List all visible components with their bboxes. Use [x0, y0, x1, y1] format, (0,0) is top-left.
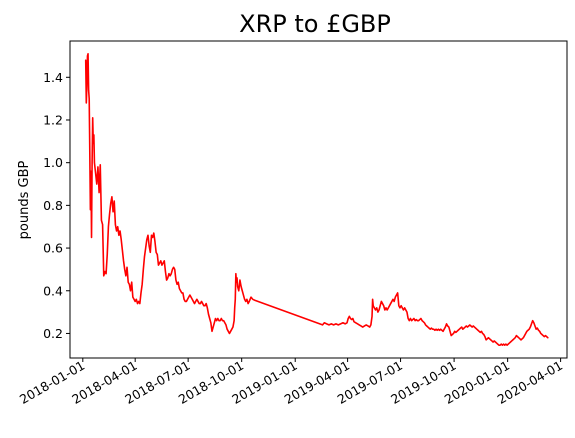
y-axis: 0.2 0.4 0.6 0.8 1.0 1.2 1.4 — [43, 70, 70, 341]
y-tick-label-3: 0.8 — [43, 198, 63, 213]
y-tick-label-5: 1.2 — [43, 112, 63, 127]
y-tick-label-0: 0.2 — [43, 326, 63, 341]
y-axis-label: pounds GBP — [17, 161, 32, 240]
chart-title: XRP to £GBP — [239, 10, 391, 38]
y-tick-label-4: 1.0 — [43, 155, 63, 170]
series-line-0 — [84, 53, 549, 346]
y-tick-label-6: 1.4 — [43, 70, 63, 85]
series-layer — [84, 53, 549, 346]
plot-area — [69, 40, 568, 359]
y-tick-label-2: 0.6 — [43, 241, 63, 256]
y-tick-label-1: 0.4 — [43, 283, 63, 298]
